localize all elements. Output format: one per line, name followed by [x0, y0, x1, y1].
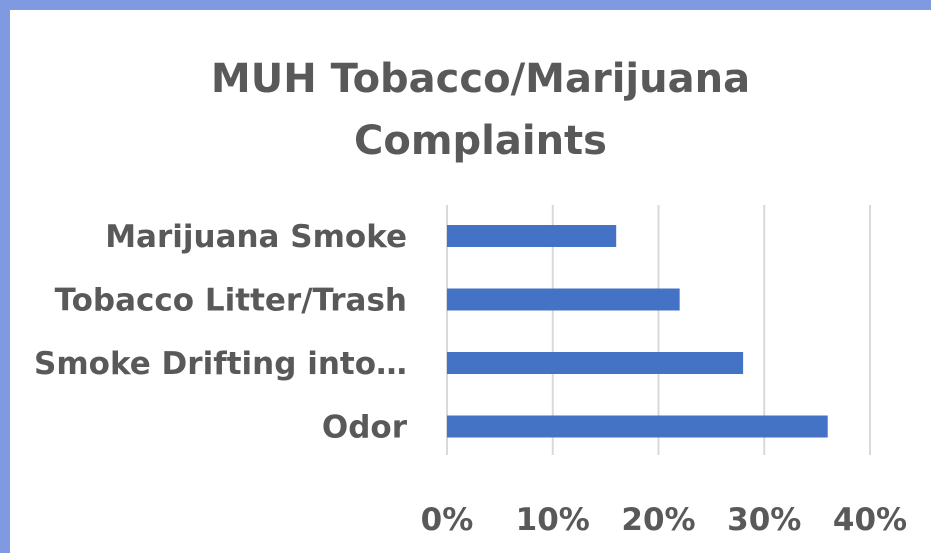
- x-axis-tick-labels: 0% 10% 20% 30% 40%: [421, 502, 907, 538]
- bar: [447, 415, 828, 438]
- bar: [447, 225, 617, 247]
- chart-title-line-2: Complaints: [354, 118, 607, 164]
- chart-title: MUH Tobacco/Marijuana Complaints: [20, 48, 931, 172]
- bars: [447, 225, 828, 438]
- bar: [447, 352, 744, 374]
- x-tick-label: 40%: [833, 502, 907, 538]
- chart-title-line-1: MUH Tobacco/Marijuana: [210, 56, 751, 102]
- x-tick-label: 20%: [621, 502, 695, 538]
- category-labels: Marijuana Smoke Tobacco Litter/Trash Smoke…: [34, 219, 408, 446]
- category-label: Tobacco Litter/Trash: [55, 283, 407, 319]
- category-label: Smoke Drifting into…: [34, 346, 407, 382]
- category-label: Marijuana Smoke: [105, 219, 407, 255]
- x-tick-label: 10%: [516, 502, 590, 538]
- bar: [447, 288, 680, 311]
- x-tick-label: 30%: [727, 502, 801, 538]
- x-tick-label: 0%: [421, 502, 474, 538]
- category-label: Odor: [322, 410, 408, 446]
